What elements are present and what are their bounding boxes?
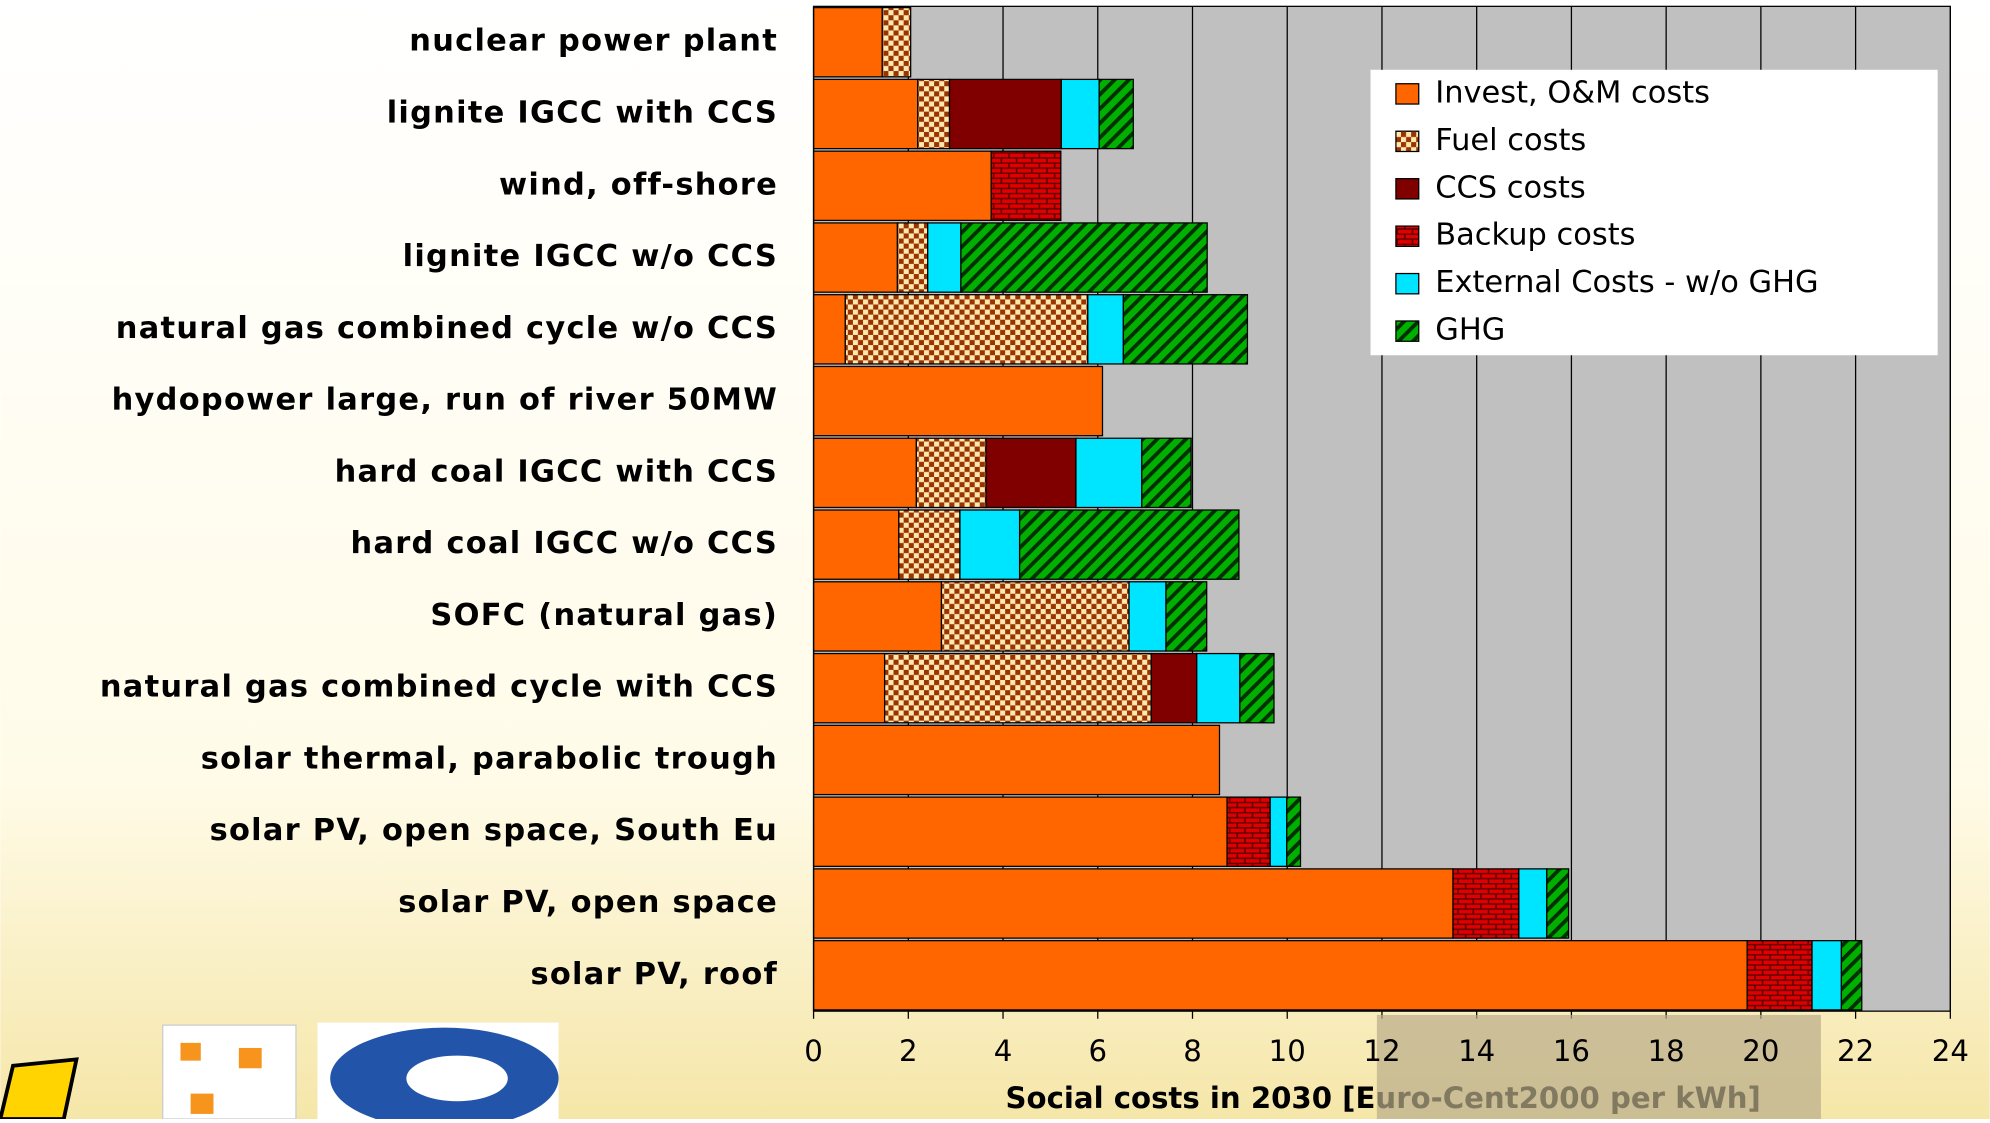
category-label: hydopower large, run of river 50MW: [112, 383, 778, 418]
bar-segment: [950, 79, 1062, 148]
x-tick-label: 6: [1088, 1034, 1107, 1068]
bar-segment: [1142, 438, 1191, 507]
bar-segment: [1270, 797, 1287, 866]
x-tick-label: 22: [1837, 1034, 1874, 1068]
legend-label: Fuel costs: [1435, 123, 1586, 158]
category-label: natural gas combined cycle w/o CCS: [116, 311, 778, 346]
x-tick-label: 2: [899, 1034, 918, 1068]
bar-segment: [814, 510, 899, 579]
bar-segment: [928, 223, 961, 292]
bar-segment: [1519, 869, 1547, 938]
bar-segment: [986, 438, 1076, 507]
x-tick-label: 18: [1648, 1034, 1685, 1068]
bar-segment: [1453, 869, 1519, 938]
bar-segment: [916, 438, 986, 507]
x-tick-label: 14: [1458, 1034, 1495, 1068]
legend-swatch: [1396, 226, 1419, 246]
bar-segment: [1287, 797, 1301, 866]
x-tick-label: 16: [1553, 1034, 1590, 1068]
legend-label: External Costs - w/o GHG: [1435, 265, 1818, 300]
legend-swatch: [1396, 131, 1419, 151]
bar-segment: [1151, 654, 1196, 723]
bar-segment: [899, 510, 960, 579]
category-label: natural gas combined cycle with CCS: [100, 670, 778, 705]
bar-segment: [1123, 295, 1247, 364]
bar-segment: [1099, 79, 1133, 148]
x-tick-label: 4: [994, 1034, 1013, 1068]
category-label: lignite IGCC w/o CCS: [403, 239, 778, 274]
bar-segment: [1547, 869, 1569, 938]
x-tick-label: 10: [1269, 1034, 1306, 1068]
category-label: hard coal IGCC w/o CCS: [351, 526, 779, 561]
legend-label: GHG: [1435, 313, 1505, 348]
category-label: solar PV, open space, South Eu: [210, 813, 778, 848]
bar-segment: [1747, 941, 1812, 1010]
legend-swatch: [1396, 274, 1419, 294]
bar-segment: [1197, 654, 1240, 723]
bar-segment: [991, 151, 1061, 220]
bar-segment: [814, 151, 992, 220]
chart: Invest, O&M costs Fuel costs CCS costs Back…: [0, 0, 1990, 1119]
x-tick-label: 24: [1932, 1034, 1969, 1068]
bar-segment: [814, 582, 942, 651]
bar-segment: [814, 725, 1220, 794]
bar-segment: [1841, 941, 1861, 1010]
bar-segment: [918, 79, 950, 148]
category-label: hard coal IGCC with CCS: [335, 454, 778, 489]
bar-segment: [814, 438, 917, 507]
bar-segment: [814, 8, 883, 77]
bar-segment: [1061, 79, 1099, 148]
x-tick-label: 8: [1183, 1034, 1202, 1068]
bar-segment: [814, 79, 918, 148]
legend-swatch: [1396, 84, 1419, 104]
legend-label: Invest, O&M costs: [1435, 75, 1710, 110]
category-label: solar thermal, parabolic trough: [201, 741, 778, 776]
x-tick-label: 0: [804, 1034, 823, 1068]
bar-segment: [1088, 295, 1124, 364]
bar-segment: [814, 366, 1103, 435]
bar-segment: [814, 941, 1748, 1010]
category-label: wind, off-shore: [499, 167, 778, 202]
bar-segment: [897, 223, 927, 292]
bar-segment: [1129, 582, 1166, 651]
category-label: nuclear power plant: [409, 24, 778, 59]
x-tick-label: 12: [1363, 1034, 1400, 1068]
bar-segment: [1020, 510, 1239, 579]
bar-segment: [814, 869, 1453, 938]
bar-segment: [1166, 582, 1207, 651]
bar-segment: [960, 510, 1020, 579]
legend-label: Backup costs: [1435, 218, 1635, 253]
bar-segment: [814, 223, 898, 292]
bar-segment: [1227, 797, 1270, 866]
x-tick-label: 20: [1742, 1034, 1779, 1068]
bar-segment: [845, 295, 1088, 364]
bar-segment: [814, 295, 846, 364]
bar-segment: [1812, 941, 1841, 1010]
bar-segment: [814, 654, 885, 723]
category-label: SOFC (natural gas): [430, 598, 778, 633]
category-label: solar PV, roof: [531, 957, 779, 992]
bar-segment: [1076, 438, 1142, 507]
bar-segment: [941, 582, 1129, 651]
bar-segment: [1240, 654, 1274, 723]
bar-segment: [882, 8, 910, 77]
legend-label: CCS costs: [1435, 170, 1586, 205]
legend-swatch: [1396, 321, 1419, 341]
bar-segment: [961, 223, 1207, 292]
bar-segment: [885, 654, 1152, 723]
legend-swatch: [1396, 179, 1419, 199]
category-label: solar PV, open space: [398, 885, 778, 920]
bar-segment: [814, 797, 1227, 866]
category-label: lignite IGCC with CCS: [387, 96, 778, 131]
